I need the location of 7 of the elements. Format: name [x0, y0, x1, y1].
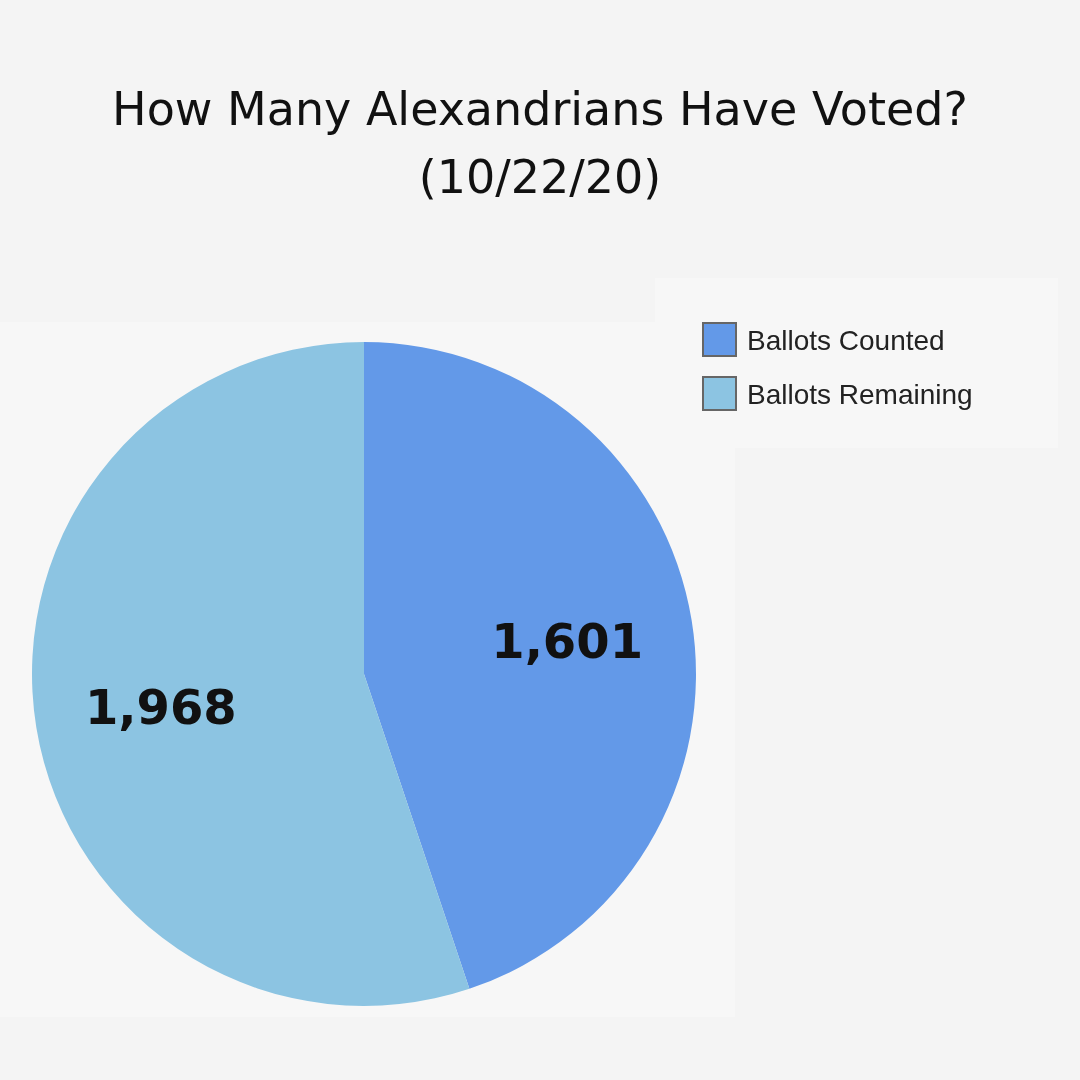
data-label: 1,601: [491, 612, 644, 669]
pie-slice: [32, 342, 470, 1006]
data-label: 1,968: [84, 679, 237, 736]
legend-label: Ballots Counted: [747, 324, 945, 356]
chart-title: How Many Alexandrians Have Voted? (10/22/20): [112, 82, 968, 204]
pie-slice: [364, 342, 696, 989]
legend-label: Ballots Remaining: [747, 378, 973, 410]
